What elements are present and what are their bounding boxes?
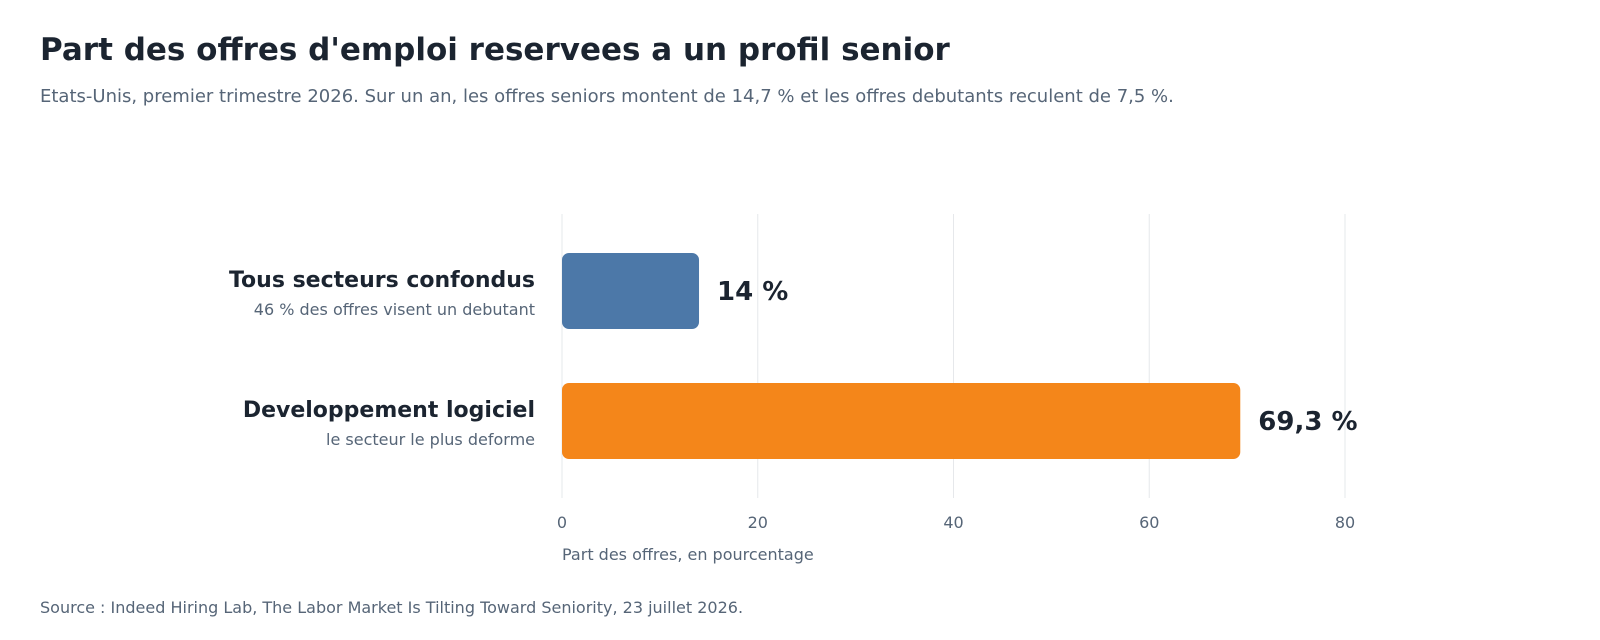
x-tick-label: 40 (943, 513, 963, 532)
category-label: Tous secteurs confondus (229, 268, 535, 293)
category-label: Developpement logiciel (243, 398, 535, 423)
bar (562, 253, 700, 329)
bar (562, 383, 1241, 459)
x-axis-label: Part des offres, en pourcentage (562, 545, 814, 564)
x-tick-label: 60 (1139, 513, 1159, 532)
category-note: 46 % des offres visent un debutant (254, 300, 535, 319)
source-note: Source : Indeed Hiring Lab, The Labor Ma… (40, 598, 744, 617)
data-label: 69,3 % (1258, 407, 1357, 437)
data-label: 14 % (717, 277, 788, 307)
chart-subtitle: Etats-Unis, premier trimestre 2026. Sur … (40, 86, 1174, 107)
category-note: le secteur le plus deforme (326, 430, 535, 449)
chart-title: Part des offres d'emploi reservees a un … (40, 32, 950, 68)
x-tick-label: 80 (1335, 513, 1355, 532)
x-tick-label: 0 (557, 513, 567, 532)
x-tick-label: 20 (748, 513, 768, 532)
